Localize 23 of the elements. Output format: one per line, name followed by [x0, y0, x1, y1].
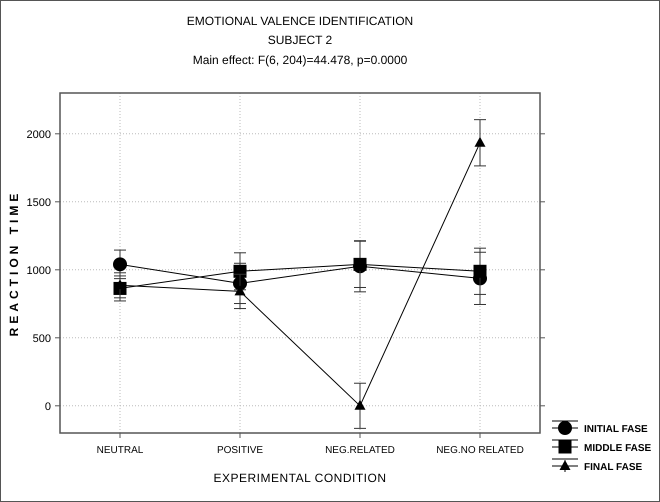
- point: [113, 257, 127, 272]
- point: [474, 264, 486, 278]
- x-axis-title: EXPERIMENTAL CONDITION: [213, 471, 387, 485]
- legend-label: MIDDLE FASE: [584, 443, 652, 454]
- x-tick-label: NEG.NO RELATED: [436, 445, 524, 456]
- point: [234, 285, 246, 296]
- y-axis-title: REACTION TIME: [7, 190, 21, 336]
- point: [234, 264, 246, 278]
- chart-title: EMOTIONAL VALENCE IDENTIFICATION: [186, 14, 414, 28]
- y-tick-label: 2000: [26, 128, 51, 141]
- chart-subtitle: SUBJECT 2: [268, 33, 333, 47]
- point: [354, 400, 366, 410]
- x-tick-label: NEUTRAL: [96, 445, 144, 456]
- y-tick-label: 500: [32, 332, 51, 345]
- text: Main effect: F(6, 204)=44.478, p=0.0000: [192, 53, 408, 67]
- x-tick-label: POSITIVE: [216, 445, 264, 456]
- x-tick-label: NEG.RELATED: [325, 445, 395, 456]
- y-tick-label: 1500: [26, 196, 51, 209]
- legend-label: FINAL FASE: [584, 462, 642, 473]
- y-tick-label: 0: [44, 400, 51, 413]
- point: [354, 258, 366, 271]
- y-tick-label: 1000: [26, 264, 51, 277]
- legend-label: INITIAL FASE: [584, 424, 648, 435]
